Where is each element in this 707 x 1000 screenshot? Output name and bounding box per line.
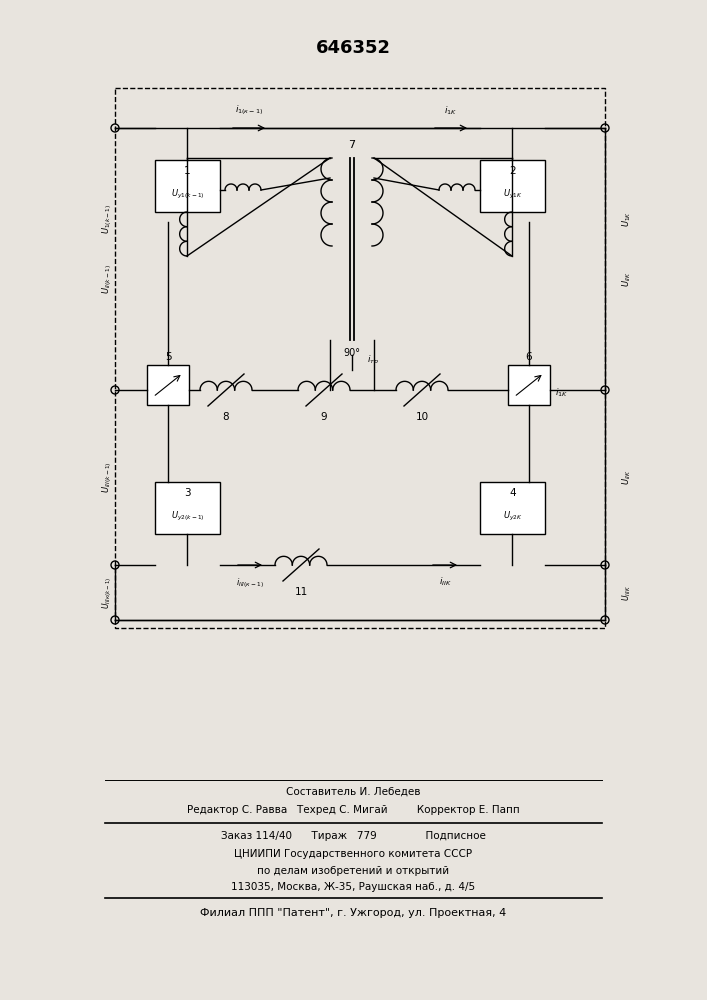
Text: $U_{IIK}$: $U_{IIK}$ [621,271,633,287]
Text: 7: 7 [349,140,356,150]
Text: $U_{IIIK}$: $U_{IIIK}$ [621,585,633,601]
Text: 8: 8 [223,412,229,422]
Text: 1: 1 [185,166,191,176]
Text: $U_{y1K}$: $U_{y1K}$ [503,187,522,201]
Text: $U_{y2K}$: $U_{y2K}$ [503,509,522,523]
Text: 5: 5 [165,352,171,362]
Text: $i_{III(к-1)}$: $i_{III(к-1)}$ [236,576,264,590]
Bar [480,160,545,212]
Text: ЦНИИПИ Государственного комитета СССР: ЦНИИПИ Государственного комитета СССР [234,849,472,859]
Text: Филиал ППП "Патент", г. Ужгород, ул. Проектная, 4: Филиал ППП "Патент", г. Ужгород, ул. Про… [200,908,506,918]
Bar [155,482,220,534]
Text: $i_{IIK}$: $i_{IIK}$ [438,576,451,588]
Bar [508,365,550,405]
Text: $U_{IIK}$: $U_{IIK}$ [621,469,633,485]
Text: Редактор С. Равва   Техред С. Мигай         Корректор Е. Папп: Редактор С. Равва Техред С. Мигай Коррек… [187,805,520,815]
Bar [115,88,605,628]
Text: $U_{1K}$: $U_{1K}$ [621,211,633,227]
Text: 90°: 90° [344,348,361,358]
Text: $i_{1K}$: $i_{1K}$ [555,387,568,399]
Text: 11: 11 [294,587,308,597]
Text: 6: 6 [526,352,532,362]
Text: $U_{IIIк(k-1)}$: $U_{IIIк(k-1)}$ [100,577,114,609]
Text: Заказ 114/40      Тираж   779               Подписное: Заказ 114/40 Тираж 779 Подписное [221,831,486,841]
Text: $U_{III(k-1)}$: $U_{III(k-1)}$ [100,461,114,493]
Text: $U_{y2(k-1)}$: $U_{y2(k-1)}$ [170,509,204,523]
Text: $i_{1K}$: $i_{1K}$ [445,104,457,117]
Text: $i_{тр}$: $i_{тр}$ [367,353,379,367]
Text: 10: 10 [416,412,428,422]
Text: $U_{II(k-1)}$: $U_{II(k-1)}$ [100,264,114,294]
Text: 9: 9 [321,412,327,422]
Text: 2: 2 [509,166,516,176]
Text: 4: 4 [509,488,516,498]
Bar [480,482,545,534]
Text: 3: 3 [185,488,191,498]
Text: 646352: 646352 [315,39,390,57]
Bar [147,365,189,405]
Text: $U_{1(k-1)}$: $U_{1(k-1)}$ [100,204,114,234]
Text: 113035, Москва, Ж-35, Раушская наб., д. 4/5: 113035, Москва, Ж-35, Раушская наб., д. … [231,882,475,892]
Text: по делам изобретений и открытий: по делам изобретений и открытий [257,866,449,876]
Text: Составитель И. Лебедев: Составитель И. Лебедев [286,787,420,797]
Text: $i_{1(к-1)}$: $i_{1(к-1)}$ [235,103,263,117]
Text: $U_{y1(k-1)}$: $U_{y1(k-1)}$ [170,187,204,201]
Bar [155,160,220,212]
